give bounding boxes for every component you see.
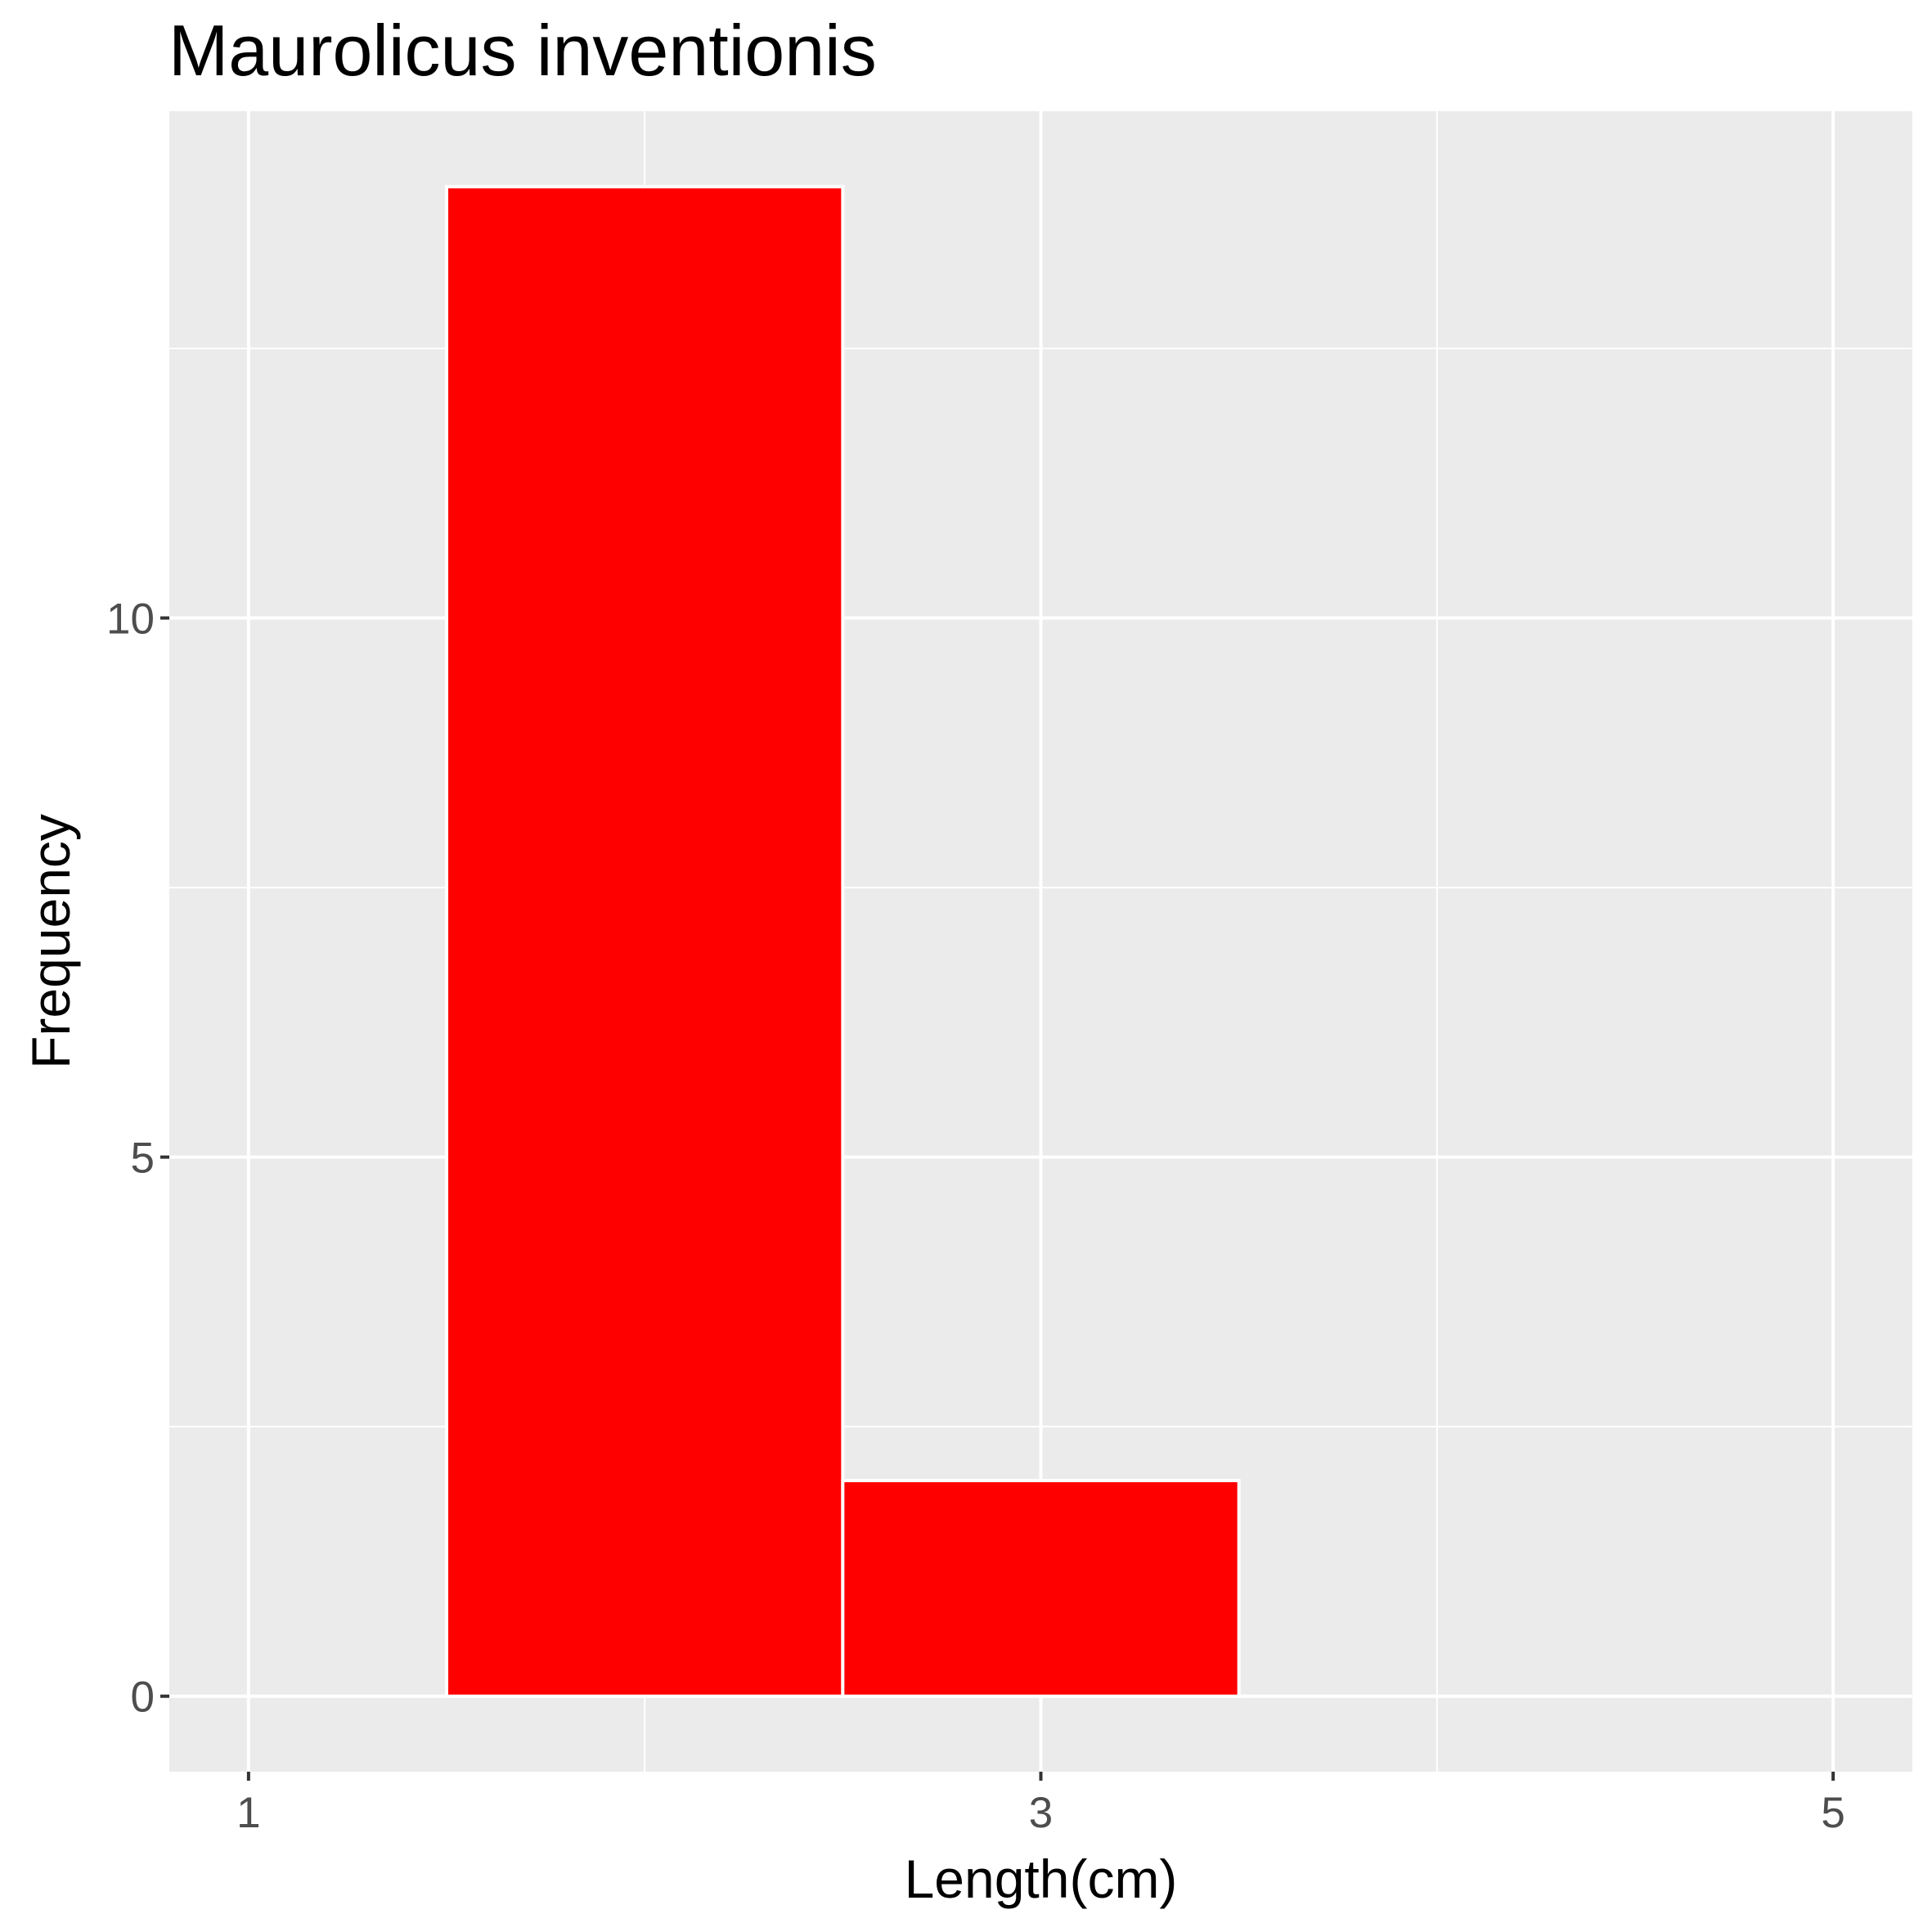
x-axis-title: Length(cm) [905, 1849, 1178, 1909]
y-tick-label: 10 [106, 595, 155, 644]
y-axis: 0 5 10 [106, 595, 169, 1722]
histogram-bar [841, 1479, 1241, 1698]
y-tick-label: 5 [131, 1134, 155, 1183]
histogram-bars [445, 185, 1241, 1698]
x-axis: 1 3 5 [236, 1772, 1845, 1837]
x-tick-label: 3 [1029, 1789, 1053, 1837]
histogram-bar [445, 185, 845, 1698]
y-axis-title: Frequency [20, 814, 81, 1069]
y-tick-label: 0 [131, 1674, 155, 1722]
chart-title: Maurolicus inventionis [168, 10, 877, 91]
x-tick-label: 1 [236, 1789, 260, 1837]
x-tick-label: 5 [1821, 1789, 1844, 1837]
